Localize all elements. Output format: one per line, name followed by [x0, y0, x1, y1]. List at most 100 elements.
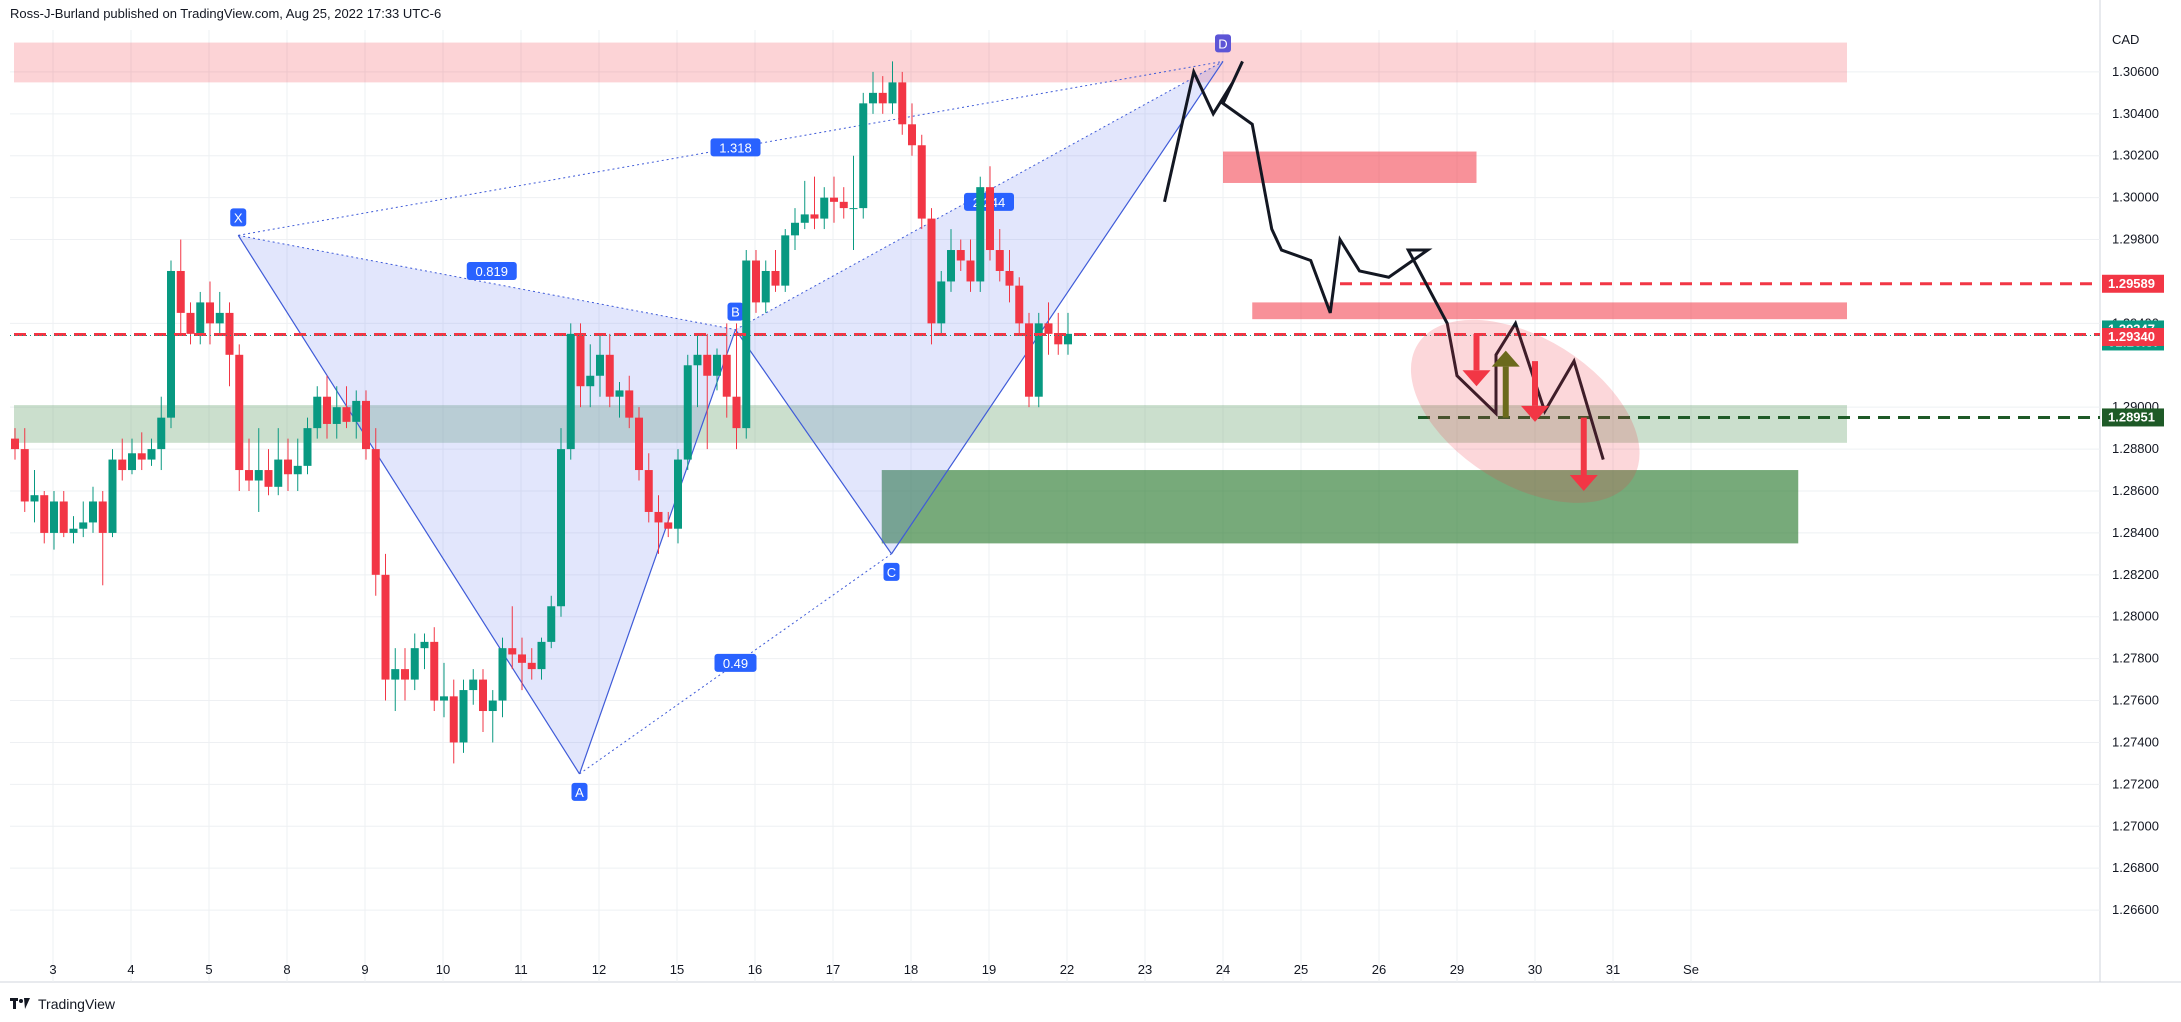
candle-body: [352, 400, 361, 422]
candle-body: [547, 606, 556, 642]
candle-body: [284, 459, 292, 475]
pattern-bcd-triangle: [735, 61, 1223, 554]
candle-body: [927, 218, 936, 324]
y-tick-label: 1.27600: [2112, 693, 2159, 708]
candle-body: [791, 222, 799, 236]
candle-body: [995, 250, 1004, 271]
candle-body: [615, 390, 624, 397]
candle-body: [800, 214, 809, 223]
candle-body: [332, 407, 341, 424]
candle-body: [420, 641, 429, 649]
candle-body: [215, 312, 224, 324]
candle-body: [167, 270, 175, 418]
candle-body: [459, 690, 468, 743]
candle-body: [147, 449, 156, 460]
candle-body: [176, 270, 185, 313]
x-tick-label: 12: [592, 962, 606, 977]
candle-body: [917, 145, 926, 219]
currency-label: CAD: [2112, 32, 2139, 47]
candle-body: [820, 197, 829, 219]
x-tick-label: 9: [361, 962, 368, 977]
candle-body: [557, 449, 565, 607]
candle-body: [576, 333, 585, 387]
pattern-point-badge: [1215, 34, 1231, 53]
candle-body: [449, 696, 458, 743]
candle-body: [50, 501, 58, 533]
candle-body: [488, 700, 497, 712]
x-tick-label: 3: [49, 962, 56, 977]
resistance-zone-mid: [1252, 302, 1847, 320]
candle-body: [342, 407, 351, 422]
candle-body: [293, 465, 302, 475]
y-tick-label: 1.27200: [2112, 776, 2159, 791]
price-badge-label: 1.29589: [2108, 276, 2155, 291]
x-tick-label: 4: [127, 962, 134, 977]
pattern-point-label: D: [1218, 36, 1227, 51]
pattern-point-badge: [571, 782, 588, 801]
candle-body: [966, 260, 975, 282]
annotations-layer: [1163, 60, 1640, 503]
levels-layer: [10, 282, 2100, 419]
pattern-point-label: C: [887, 565, 896, 580]
y-tick-label: 1.30000: [2112, 190, 2159, 205]
ratio-label: 1.318: [719, 140, 752, 155]
candle-body: [401, 669, 409, 680]
candle-body: [225, 312, 234, 355]
candle-body: [839, 201, 848, 209]
ratio-badge: [710, 138, 761, 157]
candle-body: [771, 270, 780, 286]
candle-body: [644, 470, 653, 512]
footer: TradingView: [10, 996, 115, 1012]
pattern-leg-CD: [891, 61, 1224, 555]
candle-body: [859, 103, 868, 209]
price-axis: 1.26600 1.26800 1.27000 1.27200 1.27400 1.276…: [2102, 32, 2164, 917]
candle-body: [518, 654, 526, 663]
candle-body: [128, 453, 136, 471]
candle-body: [537, 641, 546, 670]
x-tick-label: 25: [1294, 962, 1308, 977]
y-tick-label: 1.26800: [2112, 860, 2159, 875]
candle-body: [635, 417, 643, 471]
x-tick-label: 15: [670, 962, 684, 977]
resistance-zone-upper: [1223, 151, 1477, 183]
candle-body: [810, 214, 819, 219]
x-tick-label: 22: [1060, 962, 1074, 977]
pattern-leg-AB: [578, 329, 737, 775]
pattern-leg-XA: [237, 235, 581, 775]
up-arrow-head: [1491, 350, 1520, 367]
candle-body: [742, 260, 751, 429]
x-tick-label: 16: [748, 962, 762, 977]
candle-body: [986, 187, 994, 251]
down-arrow-3-head: [1569, 475, 1598, 491]
candle-body: [430, 641, 439, 701]
y-tick-label: 1.28200: [2112, 567, 2159, 582]
candle-body: [59, 501, 68, 533]
candle-body: [752, 260, 760, 303]
ratio-label: 0.49: [723, 656, 748, 671]
candle-body: [137, 453, 146, 460]
candle-body: [664, 522, 673, 529]
candle-body: [1015, 285, 1024, 324]
candle-body: [830, 197, 838, 202]
price-badge: [2102, 408, 2164, 427]
candle-body: [1034, 323, 1043, 397]
x-tick-label: 31: [1606, 962, 1620, 977]
candle-body: [186, 312, 195, 334]
support-zone-dark: [881, 470, 1799, 544]
ratio-badge: [466, 261, 517, 280]
candle-body: [235, 354, 244, 471]
pattern-point-badge: [883, 562, 900, 581]
candle-body: [781, 235, 790, 286]
candle-body: [596, 354, 604, 376]
candle-body: [566, 333, 575, 450]
candle-body: [956, 250, 965, 261]
x-tick-label: 17: [826, 962, 840, 977]
y-tick-label: 1.28600: [2112, 483, 2159, 498]
pattern-ratio-line-XB: [238, 234, 736, 331]
candles-layer: [11, 61, 1072, 764]
price-badge-label: 1.29340: [2108, 329, 2155, 344]
y-tick-label: 1.26600: [2112, 902, 2159, 917]
candle-body: [761, 270, 770, 303]
candle-body: [303, 428, 312, 466]
